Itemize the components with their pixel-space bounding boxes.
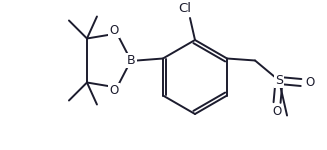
Text: O: O: [109, 84, 119, 97]
Text: Cl: Cl: [179, 3, 192, 15]
Text: O: O: [109, 24, 119, 37]
Text: O: O: [305, 76, 315, 89]
Text: B: B: [127, 54, 135, 67]
Text: O: O: [272, 105, 282, 118]
Text: S: S: [275, 74, 283, 87]
